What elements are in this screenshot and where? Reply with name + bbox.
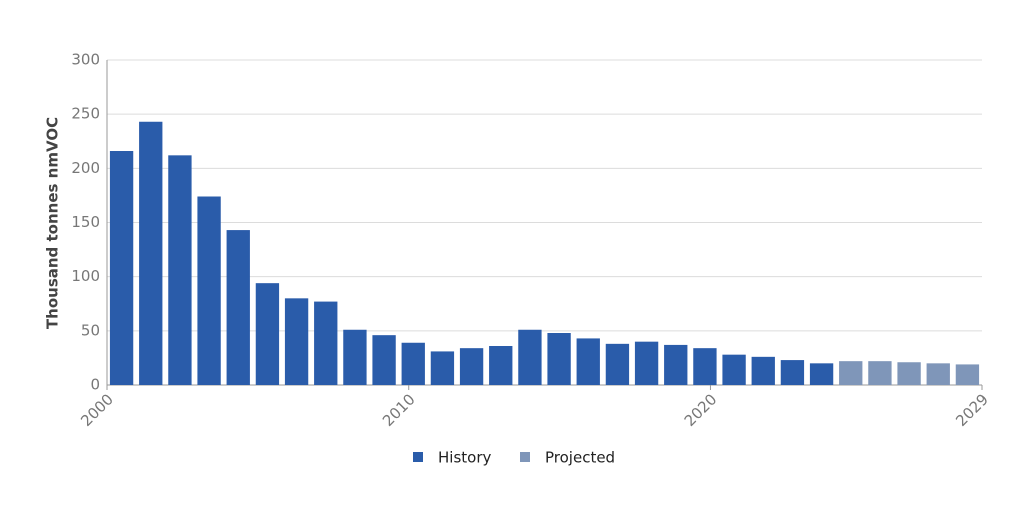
bar <box>372 335 396 385</box>
bar <box>401 342 425 385</box>
y-tick-label: 300 <box>71 51 100 69</box>
bar <box>518 329 542 385</box>
bar <box>314 301 338 385</box>
y-tick-label: 250 <box>71 105 100 123</box>
legend-label: Projected <box>545 449 615 467</box>
y-tick-label: 0 <box>90 376 100 394</box>
bar <box>197 196 221 385</box>
y-tick-label: 150 <box>71 213 100 231</box>
y-tick-label: 50 <box>81 321 100 339</box>
bar <box>868 361 892 385</box>
bar <box>255 283 280 385</box>
x-tick-label: 2029 <box>952 390 992 430</box>
bar <box>343 329 367 385</box>
bar <box>780 360 805 385</box>
bar <box>605 343 630 385</box>
bar <box>430 351 455 385</box>
bar <box>284 298 309 385</box>
legend-swatch <box>520 452 530 462</box>
bar <box>751 356 775 385</box>
bar <box>109 151 134 385</box>
bar <box>459 348 484 385</box>
bar <box>839 361 863 385</box>
bar <box>489 346 513 385</box>
legend-swatch <box>413 452 423 462</box>
x-tick-label: 2020 <box>681 390 721 430</box>
bar <box>809 363 834 385</box>
bar <box>693 348 717 385</box>
y-tick-label: 200 <box>71 159 100 177</box>
y-axis-label: Thousand tonnes nmVOC <box>44 117 62 329</box>
bar <box>634 341 659 385</box>
bar <box>226 230 250 385</box>
bar <box>576 338 600 385</box>
bar <box>722 354 746 385</box>
bar <box>547 333 571 385</box>
bar <box>926 363 950 385</box>
bar <box>139 121 163 385</box>
bar <box>664 344 688 385</box>
bar <box>955 364 980 385</box>
bar <box>897 362 921 385</box>
legend-label: History <box>438 449 491 467</box>
bar <box>168 155 192 385</box>
x-tick-label: 2010 <box>379 390 419 430</box>
x-tick-label: 2000 <box>77 390 117 430</box>
y-tick-label: 100 <box>71 267 100 285</box>
